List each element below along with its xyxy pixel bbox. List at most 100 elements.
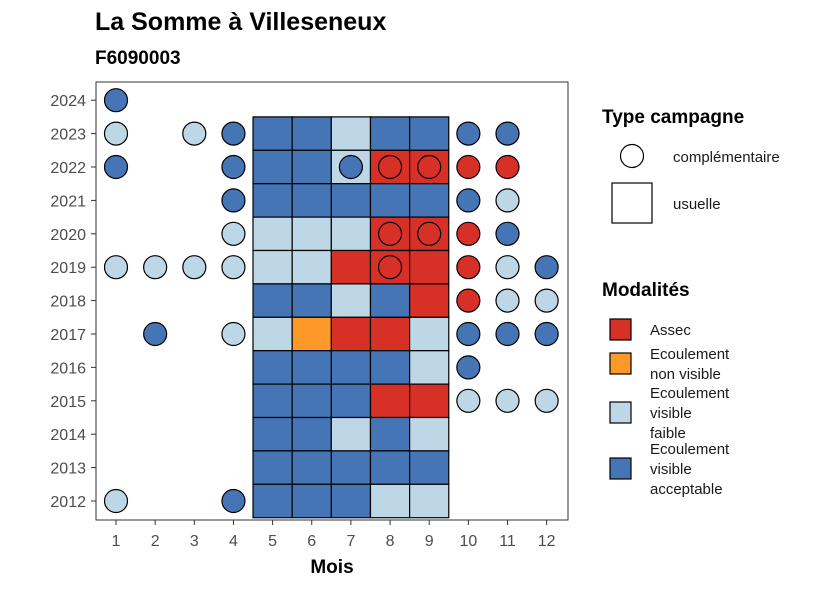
y-tick-label: 2024 [50, 93, 86, 110]
complementaire-point [143, 255, 168, 280]
complementaire-point [221, 121, 246, 146]
y-tick-label: 2021 [50, 193, 86, 210]
complementaire-point [417, 221, 442, 246]
usuelle-tile [252, 350, 293, 385]
usuelle-tile [291, 183, 332, 218]
complementaire-point [103, 88, 129, 113]
legend-label: Ecoulement [650, 346, 730, 363]
usuelle-tile [252, 216, 293, 252]
usuelle-tile [369, 383, 411, 419]
usuelle-tile [252, 483, 293, 519]
y-tick-label: 2016 [50, 360, 86, 377]
y-tick-label: 2018 [50, 294, 86, 311]
complementaire-point [221, 488, 246, 514]
legend-label: visible [650, 461, 692, 478]
legend-label: non visible [650, 366, 721, 383]
complementaire-point [103, 488, 129, 514]
usuelle-tile [330, 183, 372, 218]
complementaire-point [103, 154, 129, 180]
complementaire-point [456, 188, 481, 213]
y-axis: 2012 2013 2014 2015 2016 2017 2018 2019 2020 2021… [50, 93, 96, 511]
usuelle-tile [409, 249, 450, 285]
complementaire-point [456, 255, 481, 280]
legend-key-ecoulement-visible-faible [609, 401, 632, 424]
usuelle-tile [291, 283, 332, 318]
x-tick-label: 11 [499, 533, 516, 550]
complementaire-point [495, 188, 520, 213]
usuelle-tile [369, 416, 411, 452]
usuelle-tile [291, 383, 332, 419]
usuelle-tile [369, 450, 411, 485]
color-legend: Modalités Assec Ecoulement non visible Ecou… [602, 280, 730, 498]
usuelle-tile [291, 249, 332, 285]
usuelle-tile [252, 416, 293, 452]
x-tick-label: 1 [112, 533, 121, 550]
usuelle-tile [330, 216, 372, 252]
usuelle-tile [252, 316, 293, 352]
legend-label: acceptable [650, 481, 723, 498]
shape-legend: Type campagne complémentaire usuelle [602, 107, 780, 224]
usuelle-tile [291, 450, 332, 485]
legend-label: faible [650, 425, 686, 442]
legend-label: Assec [650, 322, 691, 339]
usuelle-tile [330, 483, 372, 519]
x-tick-label: 7 [346, 533, 355, 550]
usuelle-tile [369, 350, 411, 385]
complementaire-point [495, 121, 520, 146]
usuelle-tile [252, 383, 293, 419]
y-tick-label: 2014 [50, 427, 86, 444]
usuelle-tile [409, 350, 450, 385]
y-tick-label: 2017 [50, 327, 86, 344]
usuelle-tile [409, 116, 450, 151]
complementaire-point [456, 288, 481, 313]
y-tick-label: 2023 [50, 127, 86, 144]
legend-key-assec [609, 318, 632, 341]
y-tick-label: 2020 [50, 227, 86, 244]
x-tick-label: 6 [307, 533, 316, 550]
usuelle-tile [330, 316, 372, 352]
usuelle-tile [330, 350, 372, 385]
complementaire-point [456, 388, 481, 413]
usuelle-tile [330, 383, 372, 419]
usuelle-tile [369, 283, 411, 318]
usuelle-tile [291, 483, 332, 519]
complementaire-point [456, 154, 481, 180]
x-tick-label: 9 [425, 533, 434, 550]
usuelle-tile [409, 383, 450, 419]
y-tick-label: 2015 [50, 394, 86, 411]
legend-label: Ecoulement [650, 385, 730, 402]
complementaire-point [221, 188, 246, 213]
x-axis-title: Mois [310, 557, 353, 578]
complementaire-point [495, 221, 520, 246]
usuelle-tile [291, 316, 332, 352]
complementaire-point [534, 388, 559, 413]
usuelle-tile [252, 249, 293, 285]
usuelle-tile [409, 450, 450, 485]
complementaire-point [221, 321, 246, 347]
usuelle-tile [409, 416, 450, 452]
complementaire-point [221, 255, 246, 280]
x-tick-label: 5 [268, 533, 277, 550]
usuelle-squares [252, 116, 450, 519]
legend-circle-symbol [619, 143, 645, 169]
x-tick-label: 4 [229, 533, 238, 550]
chart-subtitle: F6090003 [95, 48, 181, 69]
legend-label: visible [650, 405, 692, 422]
complementaire-point [143, 321, 168, 347]
usuelle-tile [291, 216, 332, 252]
complementaire-point [377, 221, 403, 246]
legend-square-symbol [611, 182, 653, 224]
usuelle-tile [409, 316, 450, 352]
y-tick-label: 2022 [50, 160, 86, 177]
usuelle-tile [330, 116, 372, 151]
x-tick-label: 2 [151, 533, 160, 550]
complementaire-point [377, 154, 403, 180]
usuelle-tile [369, 483, 411, 519]
color-legend-title: Modalités [602, 280, 690, 301]
usuelle-tile [330, 249, 372, 285]
complementaire-point [495, 255, 520, 280]
y-tick-label: 2019 [50, 260, 86, 277]
complementaire-point [456, 221, 481, 246]
complementaire-point [534, 321, 559, 347]
